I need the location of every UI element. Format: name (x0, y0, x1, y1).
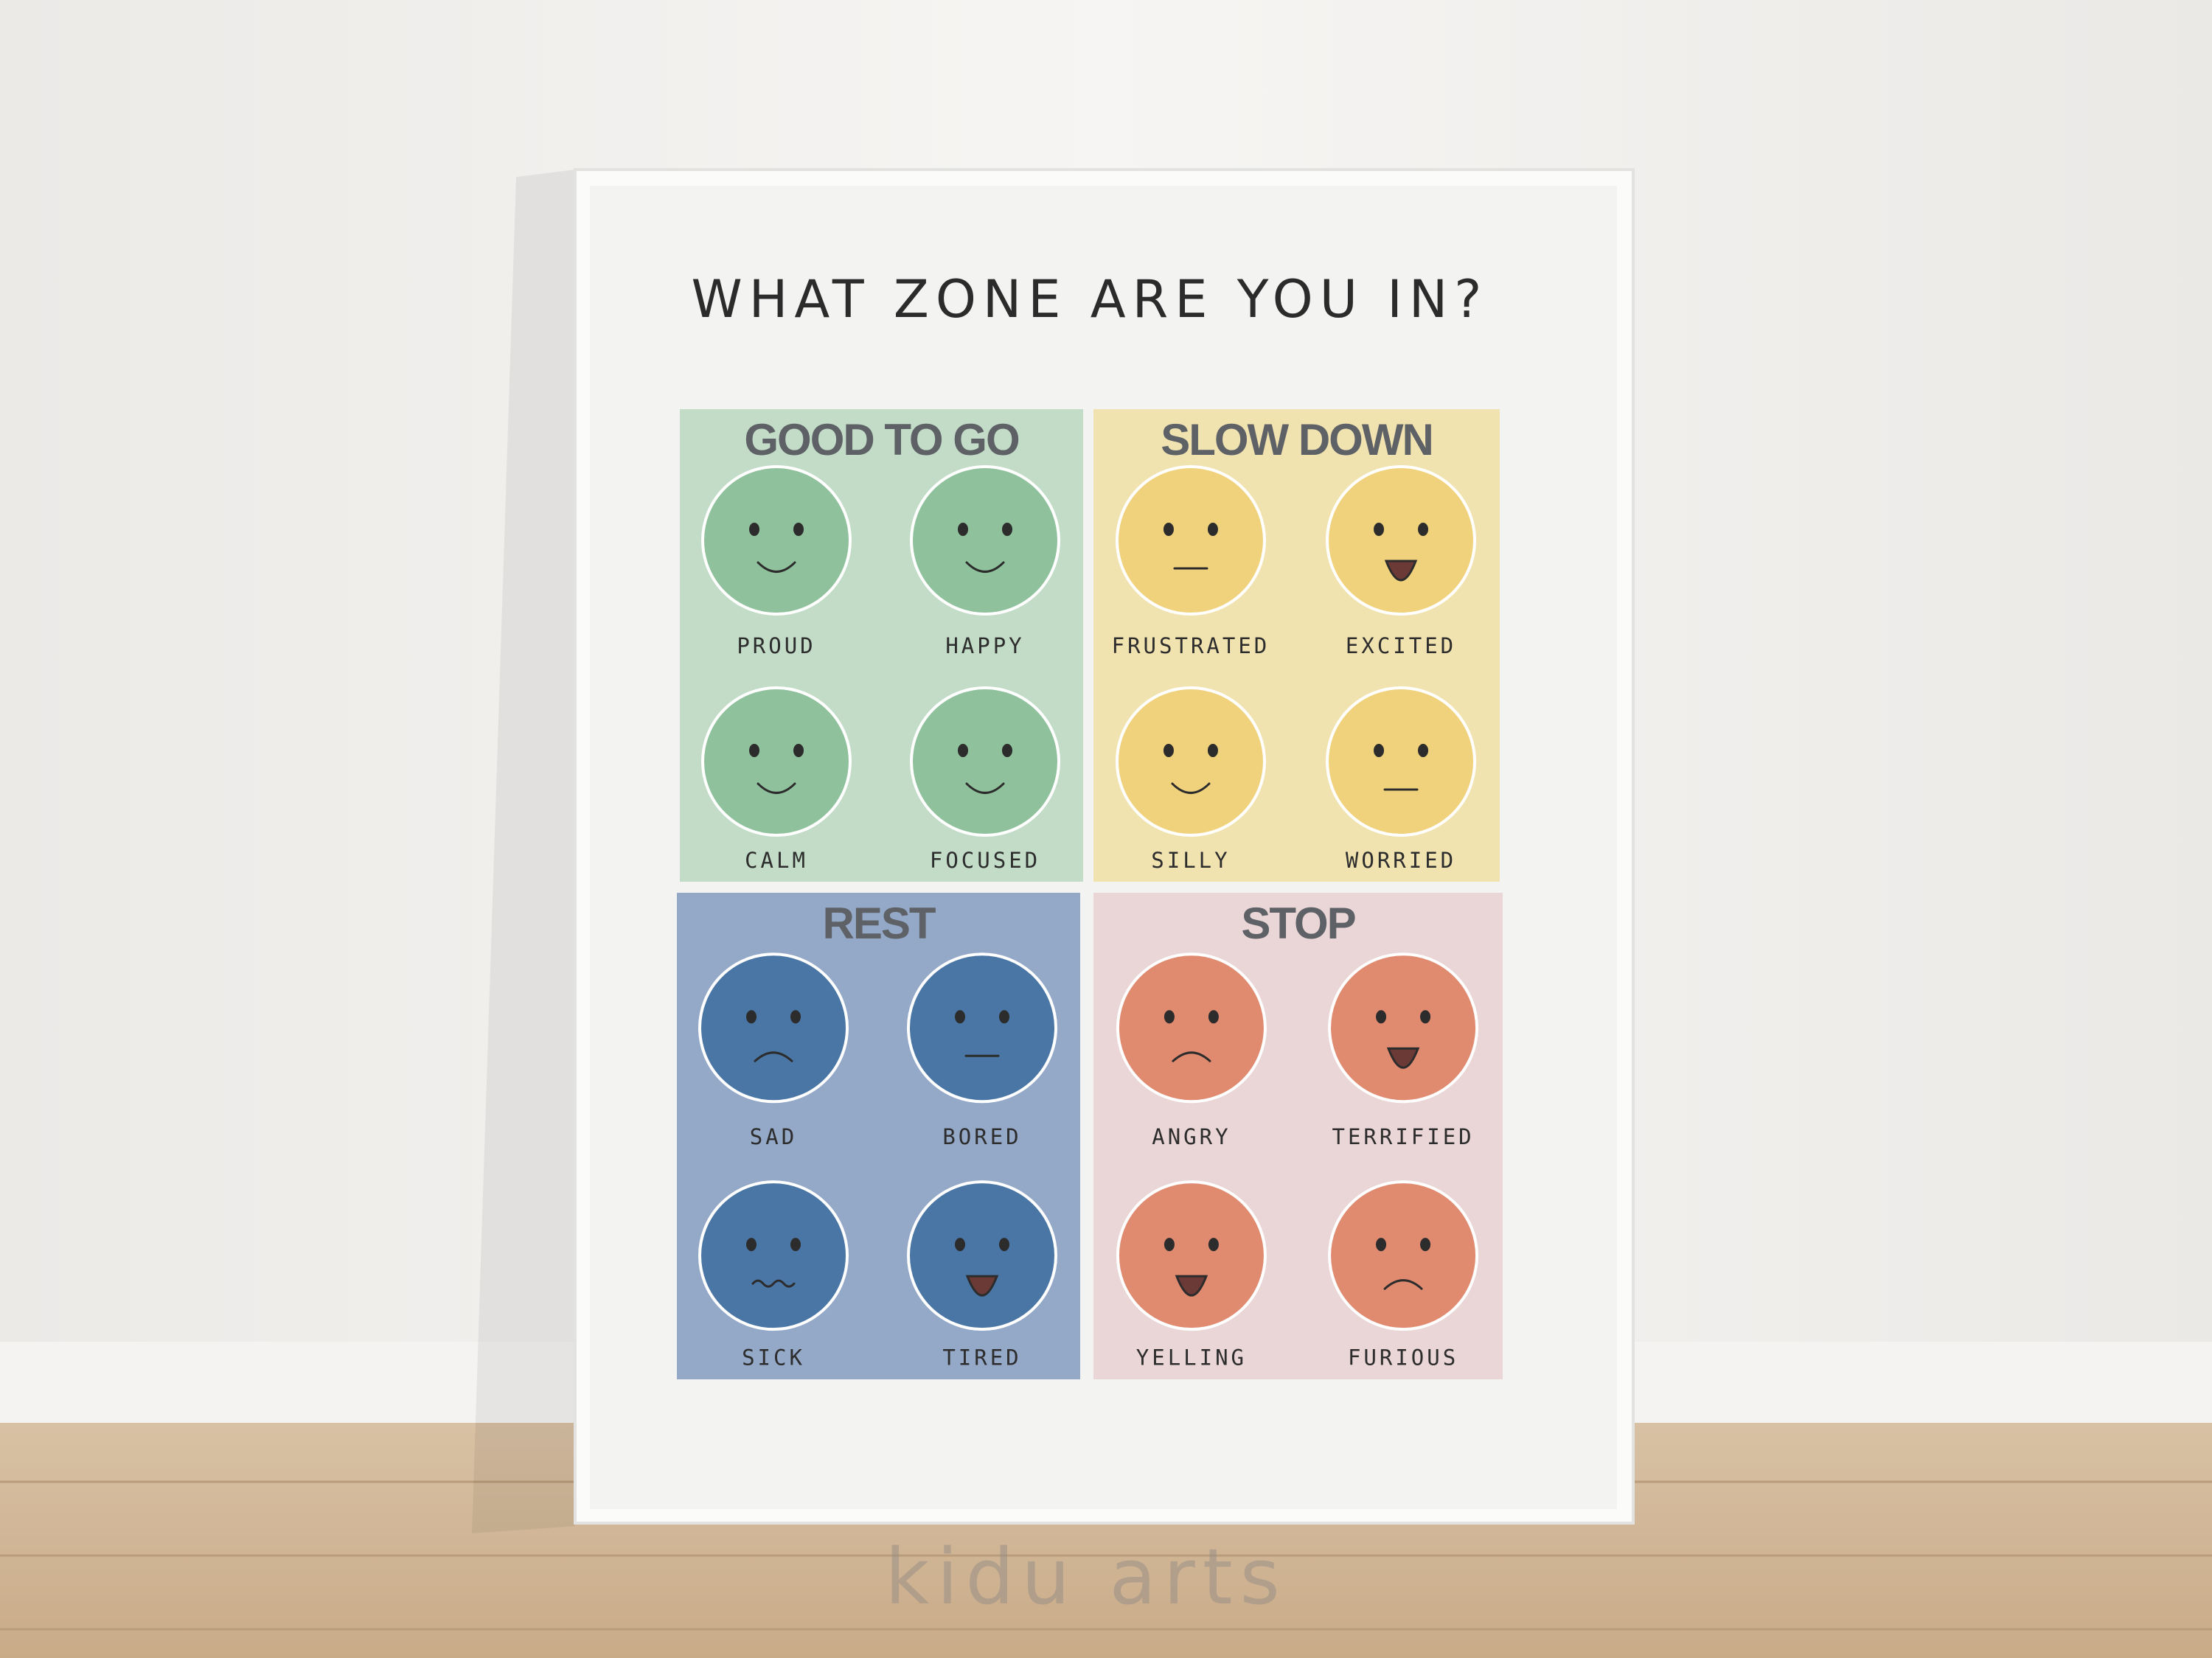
mouth (965, 782, 1005, 794)
emotion-label: FOCUSED (930, 848, 1040, 873)
mouth (1175, 1275, 1208, 1297)
emotion-label: FURIOUS (1348, 1345, 1458, 1370)
face (907, 1180, 1057, 1331)
poster-title: WHAT ZONE ARE YOU IN? (692, 269, 1489, 330)
eye (1164, 1238, 1175, 1252)
emotion-label: SICK (742, 1345, 805, 1370)
face (1326, 686, 1477, 837)
eye (793, 744, 804, 757)
mouth (757, 561, 796, 573)
eye (1208, 1010, 1219, 1024)
mouth (757, 782, 796, 794)
mouth (965, 561, 1005, 573)
emotion-label: TERRIFIED (1332, 1124, 1474, 1149)
eye (749, 744, 759, 757)
emotion-label: CALM (745, 848, 808, 873)
zone-title: REST (822, 899, 935, 948)
face (1116, 1180, 1267, 1331)
zone-title: SLOW DOWN (1161, 415, 1433, 464)
face (698, 952, 849, 1104)
zones: GOOD TO GO PROUD HAPPY CALM FOCUSED SLOW DOWN… (677, 409, 1503, 1379)
eye (955, 1010, 965, 1024)
eye (1164, 1010, 1175, 1024)
mouth (965, 1275, 999, 1297)
eye (790, 1010, 801, 1024)
eye (1418, 744, 1429, 757)
zone: STOP ANGRY TERRIFIED YELLING FURIOUS (1093, 893, 1503, 1379)
face (1328, 952, 1479, 1104)
zone: REST SAD BORED SICK TIRED (677, 893, 1080, 1379)
face (1115, 465, 1266, 616)
eye (1376, 1010, 1387, 1024)
face (1116, 952, 1267, 1104)
eye (793, 523, 804, 536)
eye (1418, 523, 1429, 536)
eye (999, 1010, 1009, 1024)
eye (958, 523, 968, 536)
eye (955, 1238, 965, 1252)
eye (1376, 1238, 1387, 1252)
face (698, 1180, 849, 1331)
mouth (1172, 1051, 1211, 1062)
face (1328, 1180, 1479, 1331)
eye (1002, 523, 1012, 536)
eye (1420, 1238, 1431, 1252)
eye (790, 1238, 801, 1252)
face (907, 952, 1057, 1104)
emotion-label: EXCITED (1346, 633, 1456, 658)
emotion-label: SAD (750, 1124, 797, 1149)
emotion-label: PROUD (737, 633, 815, 658)
eye (749, 523, 759, 536)
face (1115, 686, 1266, 837)
mouth (1384, 560, 1418, 582)
eye (958, 744, 968, 757)
mouth (754, 1051, 793, 1062)
eye (1374, 744, 1385, 757)
face (910, 686, 1060, 837)
mouth (1386, 1047, 1420, 1069)
emotion-label: FRUSTRATED (1112, 633, 1270, 658)
zone: GOOD TO GO PROUD HAPPY CALM FOCUSED (680, 409, 1083, 882)
frame-shadow (472, 170, 575, 1533)
mouth (1383, 1279, 1423, 1290)
zone: SLOW DOWN FRUSTRATED EXCITED SILLY WORRIED (1093, 409, 1500, 882)
face (910, 465, 1060, 616)
eye (1207, 744, 1218, 757)
face (701, 686, 852, 837)
eye (1163, 523, 1174, 536)
eye (1163, 744, 1174, 757)
zone-title: GOOD TO GO (744, 415, 1019, 464)
emotion-label: BORED (942, 1124, 1021, 1149)
emotion-label: WORRIED (1346, 848, 1456, 873)
mouth (1171, 782, 1211, 794)
emotion-label: ANGRY (1152, 1124, 1231, 1149)
face (1326, 465, 1477, 616)
eye (1207, 523, 1218, 536)
face (701, 465, 852, 616)
eye (1002, 744, 1012, 757)
eye (746, 1010, 757, 1024)
eye (1374, 523, 1385, 536)
emotion-label: TIRED (942, 1345, 1021, 1370)
eye (746, 1238, 757, 1252)
emotion-label: HAPPY (945, 633, 1024, 658)
eye (1208, 1238, 1219, 1252)
eye (999, 1238, 1009, 1252)
emotion-label: SILLY (1151, 848, 1230, 873)
zone-title: STOP (1241, 899, 1354, 948)
mouth (751, 1279, 796, 1288)
watermark: kidu arts (885, 1532, 1287, 1622)
emotion-label: YELLING (1136, 1345, 1247, 1370)
eye (1420, 1010, 1431, 1024)
